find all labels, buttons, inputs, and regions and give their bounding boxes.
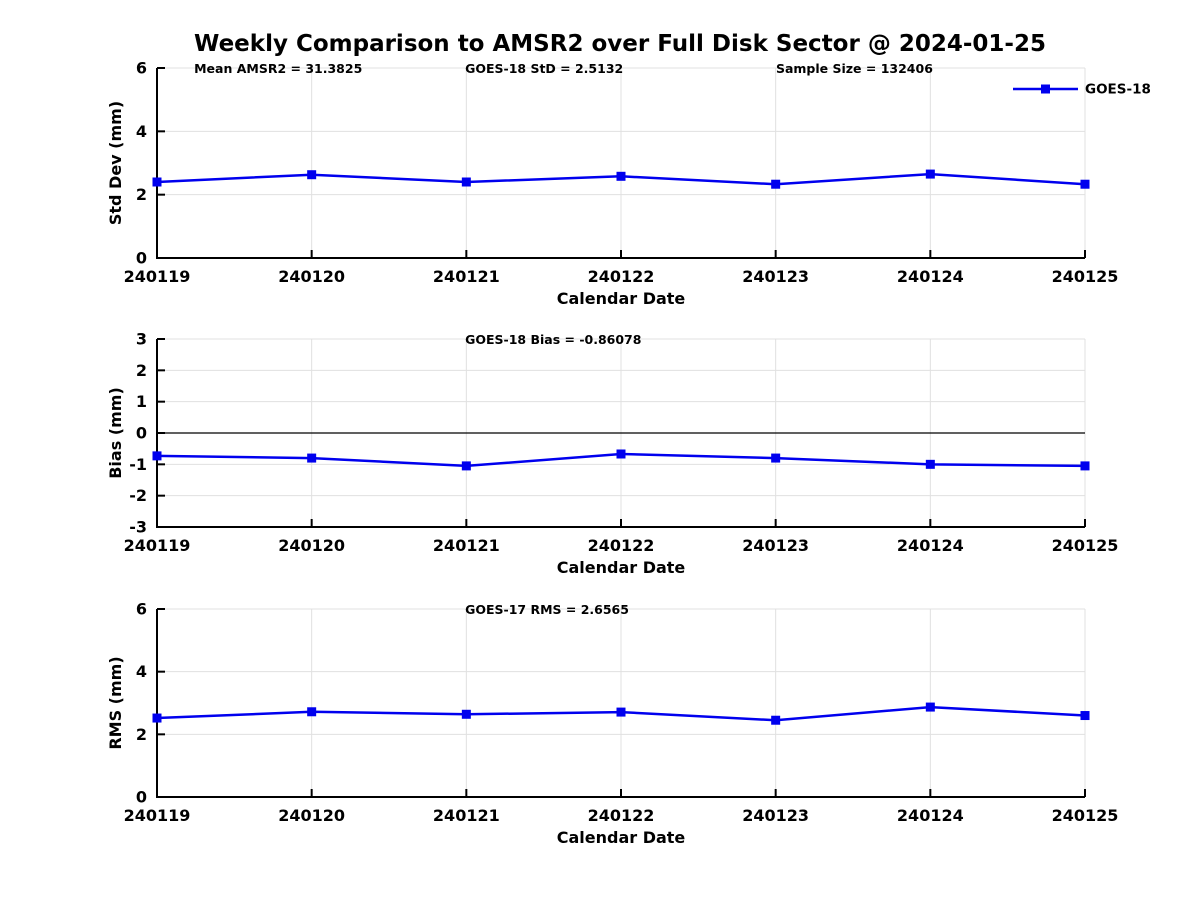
data-point-marker: [616, 449, 626, 459]
data-point-marker: [461, 177, 471, 187]
x-tick-label: 240121: [433, 536, 500, 555]
y-tick-label: -1: [129, 455, 147, 474]
annotation-text: GOES-18 StD = 2.5132: [465, 61, 623, 76]
data-point-marker: [307, 453, 317, 463]
y-tick-label: 2: [136, 361, 147, 380]
data-point-marker: [307, 707, 317, 717]
x-tick-label: 240122: [588, 536, 655, 555]
data-point-marker: [461, 709, 471, 719]
data-point-marker: [1080, 461, 1090, 471]
annotation-text: GOES-17 RMS = 2.6565: [465, 602, 629, 617]
legend: GOES-18: [1013, 82, 1151, 98]
gridlines: [156, 608, 1086, 798]
y-axis-title: Bias (mm): [106, 387, 125, 479]
x-tick-label: 240120: [278, 536, 345, 555]
x-tick-label: 240122: [588, 806, 655, 825]
axes: [156, 338, 1086, 528]
data-point-marker: [152, 713, 162, 723]
annotation-text: GOES-18 Bias = -0.86078: [465, 332, 641, 347]
x-tick-label: 240123: [742, 267, 809, 286]
y-axis-title: Std Dev (mm): [106, 101, 125, 225]
data-point-marker: [616, 707, 626, 717]
data-point-marker: [925, 169, 935, 179]
series-goes-18: [152, 449, 1090, 471]
axes: [156, 67, 1086, 259]
axes: [156, 608, 1086, 798]
bias-subplot: -3 -2 -1 0 1 2 3 240119 240120 240121 240122 240123…: [106, 330, 1118, 578]
x-tick-label: 240124: [897, 536, 964, 555]
rms-subplot: 0 2 4 6 240119 240120 240121 240122 240123 240124…: [106, 600, 1118, 848]
y-tick-label: 6: [136, 600, 147, 619]
y-tick-label: 4: [136, 122, 147, 141]
data-point-marker: [771, 179, 781, 189]
y-tick-label: 6: [136, 59, 147, 78]
data-point-marker: [1080, 179, 1090, 189]
series-goes-18: [152, 169, 1090, 189]
x-tick-label: 240119: [124, 806, 191, 825]
figure-title: Weekly Comparison to AMSR2 over Full Dis…: [194, 31, 1046, 57]
series-goes-18: [152, 702, 1090, 725]
y-tick-label: 0: [136, 249, 147, 268]
data-point-marker: [925, 702, 935, 712]
legend-label: GOES-18: [1085, 82, 1151, 98]
data-point-marker: [925, 459, 935, 469]
y-tick-label: 2: [136, 725, 147, 744]
y-axis-title: RMS (mm): [106, 656, 125, 749]
x-tick-label: 240121: [433, 267, 500, 286]
gridlines: [156, 67, 1086, 259]
x-tick-label: 240125: [1052, 267, 1119, 286]
x-tick-label: 240120: [278, 267, 345, 286]
x-axis-title: Calendar Date: [557, 289, 686, 308]
data-point-marker: [152, 451, 162, 461]
data-point-marker: [771, 715, 781, 725]
data-point-marker: [1080, 711, 1090, 721]
y-tick-label: 2: [136, 185, 147, 204]
data-point-marker: [307, 170, 317, 180]
annotation-text: Mean AMSR2 = 31.3825: [194, 61, 362, 76]
x-tick-label: 240120: [278, 806, 345, 825]
y-tick-label: -3: [129, 518, 147, 537]
x-tick-label: 240122: [588, 267, 655, 286]
x-tick-label: 240119: [124, 267, 191, 286]
x-tick-label: 240124: [897, 267, 964, 286]
legend-marker: [1041, 84, 1050, 94]
y-tick-label: 4: [136, 662, 147, 681]
x-tick-label: 240125: [1052, 806, 1119, 825]
x-axis-title: Calendar Date: [557, 828, 686, 847]
y-tick-label: 1: [136, 392, 147, 411]
x-tick-label: 240123: [742, 536, 809, 555]
x-tick-label: 240119: [124, 536, 191, 555]
x-axis-title: Calendar Date: [557, 558, 686, 577]
data-point-marker: [771, 453, 781, 463]
annotation-text: Sample Size = 132406: [776, 61, 933, 76]
std-dev-subplot: 0 2 4 6 240119 240120 240121 240122 240123 240124…: [106, 59, 1151, 309]
y-tick-label: 0: [136, 788, 147, 807]
x-tick-label: 240121: [433, 806, 500, 825]
y-tick-label: 0: [136, 424, 147, 443]
y-tick-label: 3: [136, 330, 147, 349]
data-point-marker: [616, 171, 626, 181]
y-tick-label: -2: [129, 486, 147, 505]
data-point-marker: [152, 177, 162, 187]
x-tick-label: 240124: [897, 806, 964, 825]
x-tick-label: 240125: [1052, 536, 1119, 555]
data-point-marker: [461, 461, 471, 471]
x-tick-label: 240123: [742, 806, 809, 825]
